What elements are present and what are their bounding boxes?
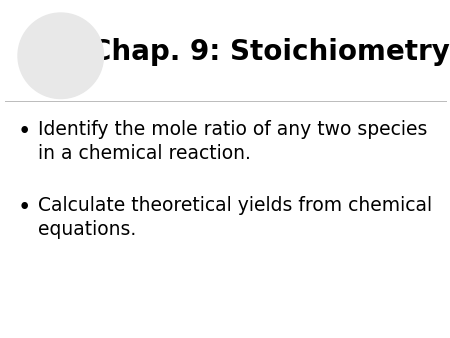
Ellipse shape <box>32 27 90 85</box>
Ellipse shape <box>40 34 82 77</box>
Text: Chap. 9: Stoichiometry: Chap. 9: Stoichiometry <box>90 39 450 66</box>
Ellipse shape <box>25 20 97 92</box>
Text: •: • <box>18 196 32 219</box>
Ellipse shape <box>18 13 104 98</box>
Ellipse shape <box>48 43 74 69</box>
Text: Identify the mole ratio of any two species
in a chemical reaction.: Identify the mole ratio of any two speci… <box>38 120 428 163</box>
Text: •: • <box>18 120 32 143</box>
Text: Calculate theoretical yields from chemical
equations.: Calculate theoretical yields from chemic… <box>38 196 432 239</box>
